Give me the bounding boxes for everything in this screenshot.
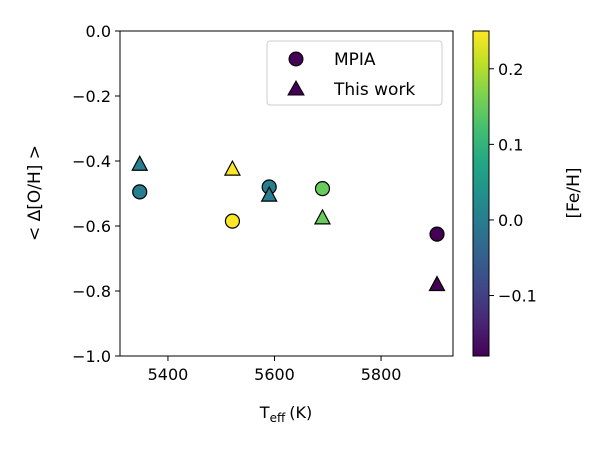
- legend: MPIA This work: [266, 40, 443, 106]
- colorbar-label: [Fe/H]: [564, 167, 584, 218]
- x-tick-label: 5400: [148, 365, 189, 384]
- point-this-work: [131, 154, 149, 171]
- y-tick-label: −0.4: [72, 152, 111, 171]
- point-mpia: [224, 213, 241, 229]
- point-mpia: [132, 184, 148, 200]
- colorbar-tick-label: 0.1: [498, 135, 523, 154]
- x-axis-label-main: T: [259, 403, 270, 422]
- point-mpia: [429, 226, 445, 242]
- x-axis-label-unit: (K): [289, 403, 312, 422]
- point-this-work: [260, 185, 278, 202]
- colorbar-tick-label: 0.0: [498, 211, 523, 230]
- y-tick-label: −0.6: [72, 217, 111, 236]
- colorbar-tick-label: 0.2: [498, 60, 523, 79]
- legend-box: [266, 40, 443, 106]
- legend-label-mpia: MPIA: [334, 50, 376, 70]
- y-tick-label: −0.2: [72, 87, 111, 106]
- point-this-work: [313, 208, 331, 225]
- point-mpia: [314, 181, 331, 197]
- y-axis-label: < Δ[O/H] >: [25, 145, 45, 241]
- y-tick-label: −0.8: [72, 282, 111, 301]
- legend-marker-mpia: [288, 51, 304, 67]
- colorbar-ticks: 0.2 0.1 0.0 −0.1: [489, 60, 537, 306]
- plot-frame: [119, 30, 454, 357]
- y-tick-label: −1.0: [72, 347, 111, 366]
- x-axis-label: Teff (K): [259, 403, 312, 425]
- legend-marker-this-work: [287, 79, 305, 96]
- plot-area: [131, 154, 446, 292]
- x-tick-label: 5800: [361, 365, 402, 384]
- colorbar-tick-label: −0.1: [498, 287, 537, 306]
- y-tick-label: 0.0: [86, 22, 111, 41]
- point-this-work: [428, 275, 446, 292]
- x-tick-label: 5600: [254, 365, 295, 384]
- colorbar: [472, 30, 490, 357]
- legend-label-this-work: This work: [333, 80, 415, 100]
- x-axis-label-subscript: eff: [270, 411, 286, 425]
- point-this-work: [223, 159, 241, 176]
